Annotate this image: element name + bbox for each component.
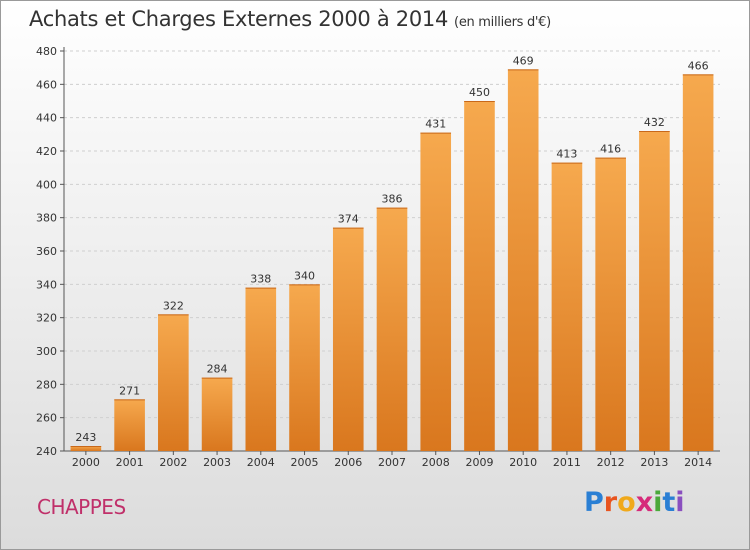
y-tick-label: 240 <box>36 445 57 458</box>
bar-2005 <box>289 284 320 451</box>
y-tick-label: 300 <box>36 345 57 358</box>
x-tick-label-2001: 2001 <box>116 456 144 469</box>
commune-name: CHAPPES <box>37 495 126 519</box>
x-tick-label-2010: 2010 <box>509 456 537 469</box>
value-label-2001: 271 <box>119 384 140 397</box>
value-label-2006: 374 <box>338 213 359 226</box>
value-label-2002: 322 <box>163 299 184 312</box>
y-tick-label: 260 <box>36 412 57 425</box>
value-label-2013: 432 <box>644 116 665 129</box>
x-tick-label-2009: 2009 <box>465 456 493 469</box>
x-tick-label-2011: 2011 <box>553 456 581 469</box>
x-tick-label-2000: 2000 <box>72 456 100 469</box>
x-tick-label-2003: 2003 <box>203 456 231 469</box>
value-labels: 243 271 322 284 338 340 374 386 431 450 469 413 416 4… <box>75 54 708 444</box>
y-tick-label: 320 <box>36 312 57 325</box>
y-tick-label: 460 <box>36 78 57 91</box>
value-label-2014: 466 <box>688 59 709 72</box>
x-tick-label-2004: 2004 <box>247 456 275 469</box>
y-tick-label: 380 <box>36 212 57 225</box>
bar-2012 <box>595 157 626 451</box>
x-tick-label-2002: 2002 <box>159 456 187 469</box>
y-tick-label: 440 <box>36 112 57 125</box>
value-label-2005: 340 <box>294 269 315 282</box>
value-label-2011: 413 <box>556 148 577 161</box>
bar-2001 <box>114 399 145 451</box>
value-label-2004: 338 <box>250 273 271 286</box>
y-tick-label: 400 <box>36 178 57 191</box>
y-tick-label: 420 <box>36 145 57 158</box>
logo-letter: x <box>635 487 654 518</box>
bar-2006 <box>332 227 364 451</box>
bar-2009 <box>464 101 495 451</box>
bar-2004 <box>245 287 277 451</box>
value-label-2007: 386 <box>382 193 403 206</box>
bar-2011 <box>551 162 583 451</box>
bar-2007 <box>376 207 408 451</box>
y-tick-label: 340 <box>36 278 57 291</box>
logo-letter: i <box>653 487 663 518</box>
bars <box>70 69 714 451</box>
x-tick-label-2014: 2014 <box>684 456 712 469</box>
logo-letter: P <box>584 487 604 518</box>
y-tick-label: 360 <box>36 245 57 258</box>
bar-2014 <box>682 74 714 451</box>
x-tick-label-2008: 2008 <box>422 456 450 469</box>
bar-2000 <box>70 446 102 451</box>
bar-2003 <box>201 377 233 451</box>
x-tick-label-2006: 2006 <box>334 456 362 469</box>
value-label-2010: 469 <box>513 54 534 67</box>
chart-title-text: Achats et Charges Externes 2000 à 2014 <box>29 7 449 31</box>
value-label-2003: 284 <box>207 363 228 376</box>
bar-2010 <box>507 69 539 451</box>
logo-letter: o <box>617 487 636 518</box>
proxiti-logo: Proxiti <box>584 487 685 518</box>
logo-letter: r <box>603 487 618 518</box>
logo-letter: t <box>662 487 676 518</box>
x-tick-label-2007: 2007 <box>378 456 406 469</box>
y-tick-label: 280 <box>36 378 57 391</box>
logo-letter: i <box>675 487 685 518</box>
value-label-2009: 450 <box>469 86 490 99</box>
chart-title: Achats et Charges Externes 2000 à 2014 (e… <box>29 7 551 31</box>
chart-subtitle: (en milliers d'€) <box>454 15 551 30</box>
y-tick-label: 480 <box>36 45 57 58</box>
x-tick-label-2013: 2013 <box>640 456 668 469</box>
bar-2002 <box>158 314 189 451</box>
value-label-2000: 243 <box>75 431 96 444</box>
bar-2013 <box>639 131 670 451</box>
bar-2008 <box>420 132 452 451</box>
axes: 240 260 280 300 320 340 360 380 400 420 440 460 480 2… <box>36 45 720 469</box>
x-tick-label-2012: 2012 <box>597 456 625 469</box>
value-label-2012: 416 <box>600 143 621 156</box>
x-tick-label-2005: 2005 <box>291 456 319 469</box>
value-label-2008: 431 <box>425 118 446 131</box>
